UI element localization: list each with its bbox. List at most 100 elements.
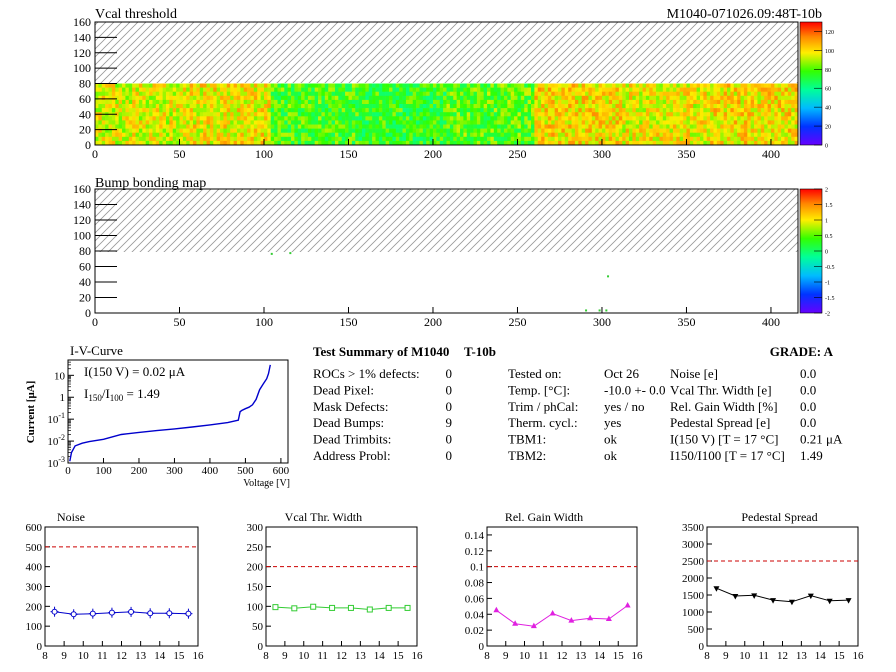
- heatmap-cell: [149, 83, 153, 88]
- heatmap-cell: [243, 140, 248, 146]
- heatmap-cell: [179, 83, 184, 88]
- heatmap-cell: [588, 140, 593, 146]
- heatmap-cell: [378, 83, 383, 88]
- heatmap-cell: [193, 124, 197, 129]
- heatmap-cell: [581, 132, 586, 138]
- heatmap-cell: [368, 128, 373, 133]
- heatmap-cell: [547, 116, 552, 121]
- heatmap-cell: [510, 140, 515, 146]
- heatmap-cell: [679, 99, 684, 105]
- heatmap-cell: [412, 104, 417, 109]
- heatmap-cell: [760, 128, 765, 133]
- heatmap-cell: [642, 120, 647, 125]
- heatmap-cell: [737, 87, 741, 92]
- heatmap-cell: [382, 91, 386, 97]
- heatmap-cell: [625, 99, 630, 105]
- heatmap-cell: [534, 128, 539, 133]
- heatmap-cell: [507, 140, 512, 146]
- heatmap-cell: [233, 112, 238, 117]
- heatmap-cell: [716, 99, 721, 105]
- heatmap-cell: [193, 99, 197, 105]
- heatmap-cell: [720, 83, 724, 88]
- heatmap-cell: [757, 83, 762, 88]
- heatmap-cell: [179, 87, 184, 92]
- heatmap-cell: [172, 104, 177, 109]
- heatmap-cell: [108, 132, 113, 138]
- heatmap-cell: [723, 99, 728, 105]
- heatmap-cell: [483, 120, 488, 125]
- heatmap-cell: [287, 87, 292, 92]
- heatmap-cell: [186, 120, 190, 125]
- heatmap-cell: [561, 91, 566, 97]
- heatmap-cell: [263, 91, 268, 97]
- heatmap-cell: [710, 116, 714, 121]
- scale-tick-label: 60: [825, 87, 831, 93]
- data-point: [166, 610, 173, 617]
- heatmap-cell: [230, 120, 234, 125]
- heatmap-cell: [189, 87, 194, 92]
- heatmap-cell: [642, 132, 647, 138]
- heatmap-cell: [676, 87, 681, 92]
- heatmap-cell: [95, 128, 99, 133]
- heatmap-cell: [399, 128, 403, 133]
- heatmap-cell: [348, 128, 353, 133]
- heatmap-cell: [487, 116, 491, 121]
- heatmap-cell: [362, 128, 366, 133]
- heatmap-cell: [635, 91, 640, 97]
- heatmap-cell: [176, 116, 180, 121]
- heatmap-cell: [304, 87, 309, 92]
- heatmap-cell: [436, 136, 441, 142]
- heatmap-cell: [784, 124, 789, 129]
- heatmap-cell: [331, 136, 336, 142]
- heatmap-cell: [649, 87, 653, 92]
- heatmap-cell: [764, 116, 768, 121]
- heatmap-cell: [318, 87, 322, 92]
- heatmap-cell: [108, 87, 113, 92]
- heatmap-cell: [443, 112, 447, 117]
- heatmap-cell: [527, 116, 532, 121]
- heatmap-cell: [754, 132, 758, 138]
- heatmap-cell: [446, 108, 451, 113]
- heatmap-cell: [571, 120, 576, 125]
- heatmap-cell: [165, 104, 170, 109]
- heatmap-cell: [571, 140, 576, 146]
- heatmap-cell: [297, 132, 302, 138]
- heatmap-cell: [247, 120, 251, 125]
- heatmap-cell: [649, 104, 653, 109]
- heatmap-cell: [598, 128, 603, 133]
- heatmap-cell: [135, 140, 140, 146]
- heatmap-cell: [226, 95, 231, 101]
- heatmap-cell: [507, 112, 512, 117]
- heatmap-cell: [186, 95, 190, 101]
- heatmap-cell: [186, 91, 190, 97]
- heatmap-cell: [625, 104, 630, 109]
- heatmap-cell: [453, 108, 457, 113]
- heatmap-cell: [612, 112, 616, 117]
- heatmap-cell: [517, 99, 522, 105]
- plot-frame: [265, 526, 418, 647]
- heatmap-cell: [422, 112, 427, 117]
- heatmap-cell: [128, 140, 133, 146]
- heatmap-cell: [311, 99, 315, 105]
- heatmap-cell: [365, 128, 370, 133]
- heatmap-cell: [274, 104, 278, 109]
- heatmap-cell: [460, 140, 464, 146]
- heatmap-cell: [568, 116, 572, 121]
- heatmap-cell: [531, 87, 535, 92]
- heatmap-cell: [679, 136, 684, 142]
- heatmap-cell: [750, 116, 755, 121]
- heatmap-cell: [476, 136, 481, 142]
- heatmap-cell: [612, 108, 616, 113]
- heatmap-cell: [497, 95, 501, 101]
- heatmap-cell: [757, 120, 762, 125]
- heatmap-cell: [216, 120, 221, 125]
- heatmap-cell: [551, 87, 555, 92]
- heatmap-cell: [395, 136, 400, 142]
- heatmap-cell: [659, 136, 664, 142]
- heatmap-cell: [777, 104, 782, 109]
- heatmap-cell: [716, 120, 721, 125]
- heatmap-cell: [676, 83, 681, 88]
- heatmap-cell: [507, 83, 512, 88]
- heatmap-cell: [544, 116, 549, 121]
- heatmap-cell: [757, 104, 762, 109]
